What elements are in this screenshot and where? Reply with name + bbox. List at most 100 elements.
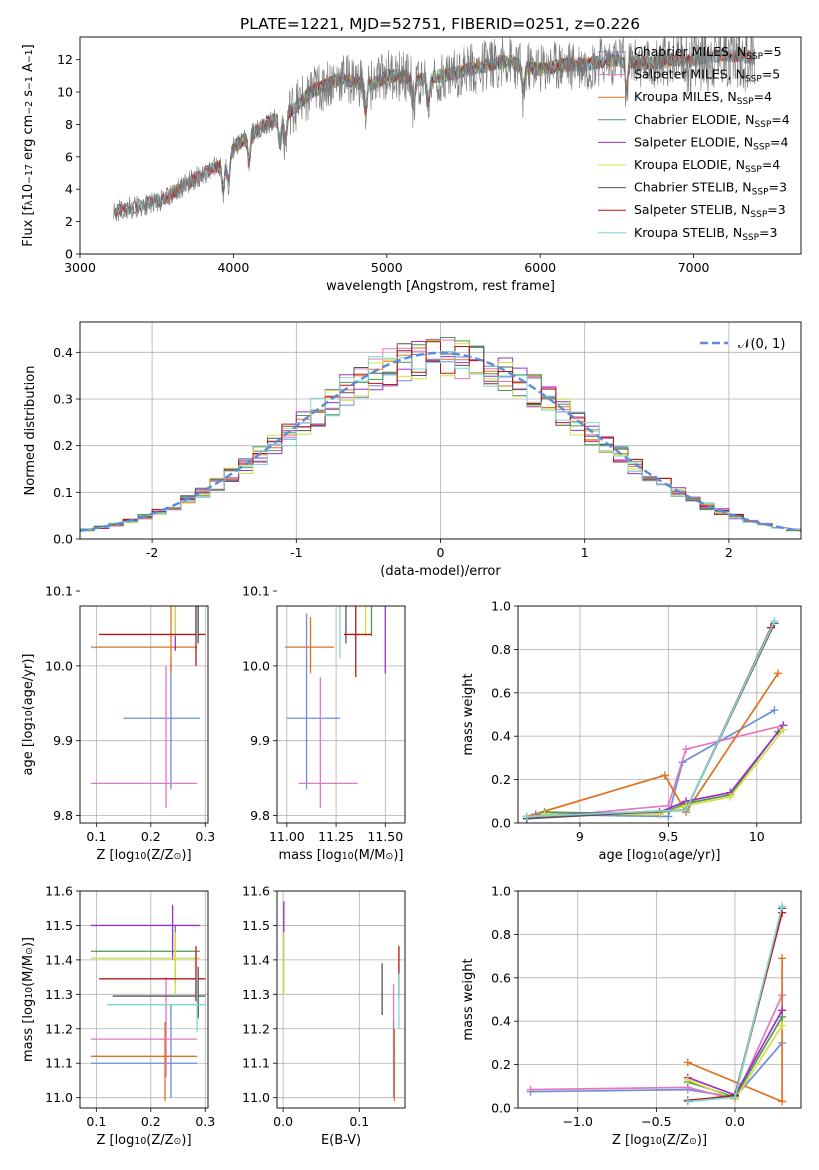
point-kroupa_elodie [90, 932, 200, 995]
x-tick-label: 0.1 [86, 1114, 106, 1129]
plot-area [113, 37, 756, 222]
x-tick-label: 10 [749, 829, 765, 844]
series-kroupa_miles [687, 958, 783, 1103]
marker-salpeter_elodie [778, 1006, 787, 1015]
y-tick-label: 8 [65, 117, 73, 132]
series-salpeter_miles [530, 994, 783, 1101]
x-tick-label: −1.0 [563, 1114, 593, 1129]
point-salpeter_stelib [343, 606, 372, 678]
y-tick-label: 11.0 [242, 1090, 270, 1105]
series-kroupa_miles [526, 672, 779, 818]
y-tick-label: 0.1 [53, 485, 73, 500]
x-tick-label: 5000 [371, 260, 403, 275]
marker-kroupa_miles [660, 771, 669, 780]
point-salpeter_miles [90, 665, 198, 809]
point-salpeter_miles [90, 977, 198, 1077]
legend-label: Chabrier MILES, NSSP=5 [634, 44, 782, 62]
y-tick-label: 10.0 [45, 658, 73, 673]
chart-age_vs_mass: 11.00 11.25 11.50 9.8 9.9 10.0 10.1 mass [log10… [242, 584, 406, 863]
y-tick-label: 0.4 [491, 1014, 511, 1029]
marker-kroupa_miles [774, 669, 783, 678]
y-tick-label: 11.4 [242, 952, 270, 967]
x-tick-label: 2 [725, 545, 733, 560]
legend-label: Salpeter ELODIE, NSSP=4 [634, 134, 789, 152]
x-tick-label: 4000 [217, 260, 249, 275]
marker-kroupa_stelib [522, 812, 531, 821]
y-tick-label: 0 [65, 247, 73, 262]
y-tick-label: 9.8 [250, 808, 270, 823]
axes-frame [276, 605, 406, 824]
y-tick-label: 12 [57, 52, 73, 67]
y-tick-label: 11.2 [242, 1021, 270, 1036]
plot-area [80, 891, 208, 1108]
x-tick-label: 9.5 [658, 829, 678, 844]
x-tick-label: 9 [576, 829, 584, 844]
marker-chabrier_miles [770, 706, 779, 715]
y-tick-label: 10 [57, 85, 73, 100]
legend-label: Kroupa STELIB, NSSP=3 [634, 225, 778, 243]
y-tick-label: 1.0 [491, 884, 511, 899]
histogram-kroupa_stelib [80, 351, 801, 531]
point-kroupa_elodie [174, 606, 176, 636]
point-kroupa_miles [90, 1021, 198, 1102]
y-tick-label: 0.0 [491, 816, 511, 831]
plot-area [518, 891, 801, 1108]
x-tick-label: 0.3 [195, 1114, 215, 1129]
y-tick-label: 1.0 [491, 599, 511, 614]
y-tick-label: 10.0 [242, 658, 270, 673]
marker-kroupa_miles [778, 1097, 787, 1106]
marker-kroupa_stelib [682, 805, 691, 814]
y-tick-label: 11.3 [242, 987, 270, 1002]
figure-title: PLATE=1221, MJD=52751, FIBERID=0251, z=0… [240, 15, 640, 33]
y-axis-label: mass weight [461, 673, 476, 755]
y-tick-label: 11.4 [45, 952, 73, 967]
y-tick-label: 0.0 [491, 1101, 511, 1116]
marker-kroupa_stelib [683, 1097, 692, 1106]
y-tick-label: 6 [65, 149, 73, 164]
point-chabrier_elodie [174, 606, 176, 636]
point-chabrier_elodie [90, 925, 200, 984]
y-tick-label: 10.1 [242, 584, 270, 599]
point-salpeter_miles [298, 677, 358, 809]
legend-label: Kroupa ELODIE, NSSP=4 [634, 157, 780, 175]
x-tick-label: -1 [290, 545, 302, 560]
legend-label: Salpeter STELIB, NSSP=3 [634, 202, 786, 220]
axes-frame [79, 321, 802, 540]
y-tick-label: 11.1 [242, 1056, 270, 1071]
x-axis-label: mass [log10(M/M⊙)] [279, 848, 404, 863]
marker-kroupa_elodie [726, 792, 735, 801]
chart-residual_histogram: -2 -1 0 1 2 0.0 0.1 0.2 0.3 0.4 (data-model)/error… [23, 321, 802, 579]
x-tick-label: 1 [581, 545, 589, 560]
x-axis-label: wavelength [Angstrom, rest frame] [326, 279, 555, 294]
y-tick-label: 0.6 [491, 970, 511, 985]
point-salpeter_elodie [384, 606, 386, 674]
point-chabrier_stelib [345, 606, 347, 644]
legend-label: 𝒩(0, 1) [738, 337, 785, 352]
y-tick-label: 11.5 [45, 918, 73, 933]
x-tick-label: 11.00 [269, 829, 305, 844]
x-axis-label: Z [log10(Z/Z⊙)] [612, 1133, 707, 1148]
x-tick-label: 0.0 [725, 1114, 745, 1129]
plot-area [277, 891, 405, 1108]
chart-mass_weight_vs_Z: −1.0 −0.5 0.0 0.0 0.2 0.4 0.6 0.8 1.0 Z [log10(Z/… [461, 884, 802, 1148]
y-tick-label: 11.1 [45, 1056, 73, 1071]
legend: 𝒩(0, 1) [700, 337, 785, 352]
axes-frame [79, 605, 209, 824]
y-tick-label: 0.6 [491, 685, 511, 700]
marker-kroupa_stelib [778, 902, 787, 911]
plot-area [277, 606, 405, 823]
x-axis-label: Z [log10(Z/Z⊙)] [96, 848, 191, 863]
axes-frame [517, 890, 802, 1109]
y-tick-label: 0.2 [491, 772, 511, 787]
x-tick-label: 0.2 [141, 1114, 161, 1129]
x-tick-label: 11.50 [367, 829, 403, 844]
marker-kroupa_elodie [683, 1075, 692, 1084]
x-tick-label: 7000 [678, 260, 710, 275]
x-tick-label: -2 [146, 545, 158, 560]
x-axis-label: age [log10(age/yr)] [599, 848, 721, 863]
chart-age_vs_Z: 0.1 0.2 0.3 9.8 9.9 10.0 10.1 Z [log10(Z/Z⊙)] ag… [21, 584, 215, 863]
marker-salpeter_miles [526, 1085, 535, 1094]
y-tick-label: 0.2 [53, 438, 73, 453]
chart-mass_vs_ebv: 0.0 0.1 11.0 11.1 11.2 11.3 11.4 11.5 11.6 E(B-V) [242, 884, 406, 1148]
y-axis-label: mass weight [461, 958, 476, 1040]
